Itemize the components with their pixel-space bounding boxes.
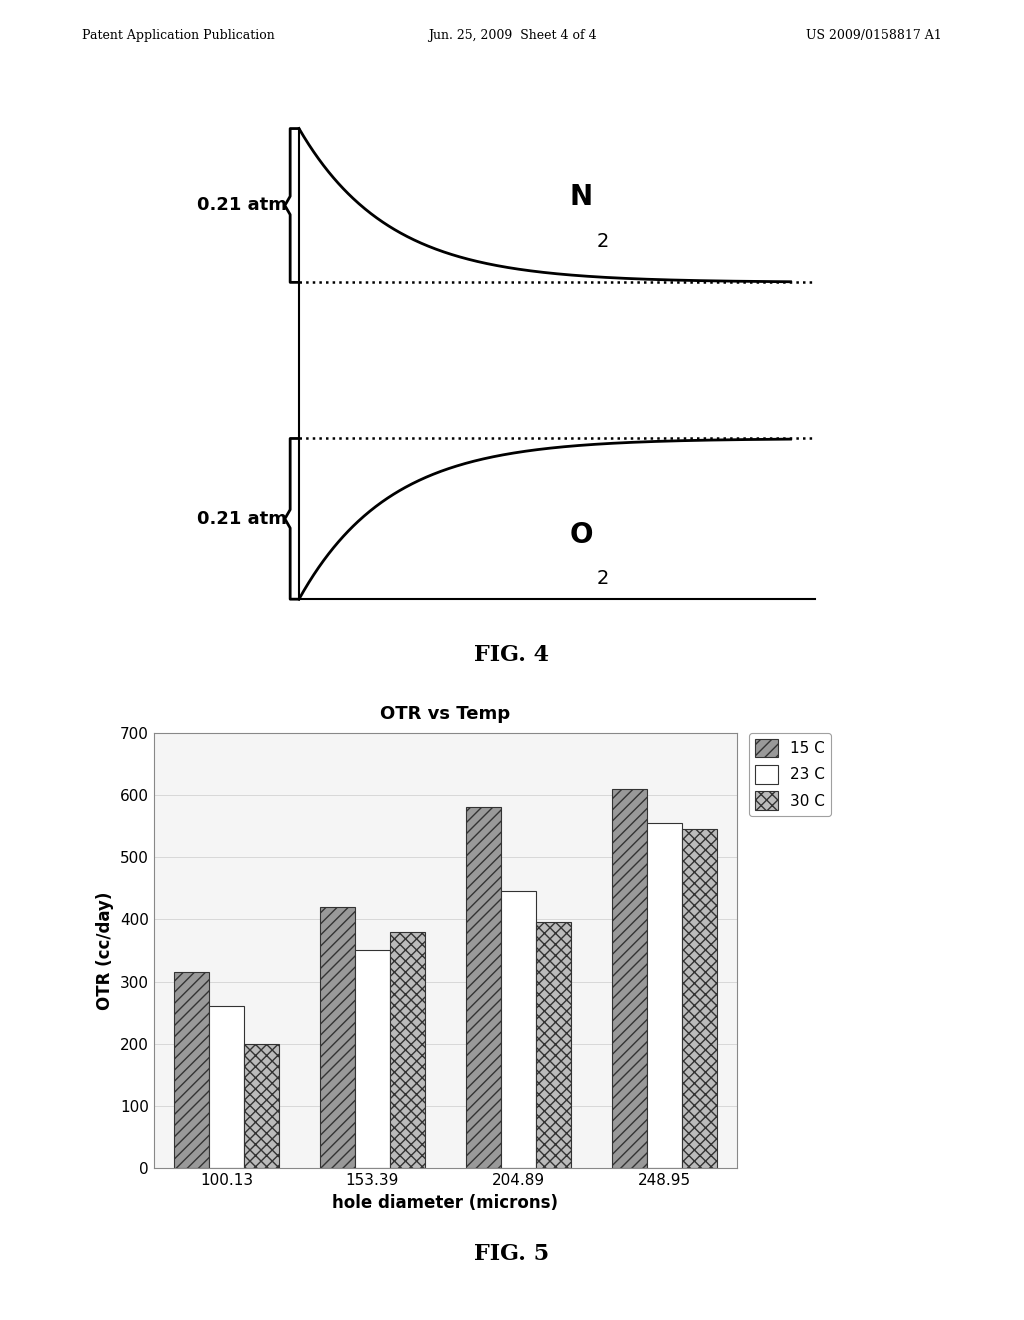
Y-axis label: OTR (cc/day): OTR (cc/day)	[96, 891, 115, 1010]
Text: N: N	[569, 183, 593, 211]
Text: US 2009/0158817 A1: US 2009/0158817 A1	[806, 29, 942, 42]
Text: 0.21 atm: 0.21 atm	[197, 510, 287, 528]
Bar	[390, 932, 425, 1168]
Bar	[209, 1006, 244, 1168]
Text: O: O	[569, 521, 593, 549]
Text: FIG. 4: FIG. 4	[474, 644, 550, 667]
Bar	[319, 907, 355, 1168]
Bar	[682, 829, 717, 1168]
Bar	[244, 1044, 280, 1168]
Bar	[647, 822, 682, 1168]
Text: Patent Application Publication: Patent Application Publication	[82, 29, 274, 42]
X-axis label: hole diameter (microns): hole diameter (microns)	[333, 1193, 558, 1212]
Legend: 15 C, 23 C, 30 C: 15 C, 23 C, 30 C	[749, 733, 831, 816]
Bar	[174, 972, 209, 1168]
Bar	[501, 891, 536, 1168]
Text: Jun. 25, 2009  Sheet 4 of 4: Jun. 25, 2009 Sheet 4 of 4	[428, 29, 596, 42]
Bar	[355, 950, 390, 1168]
Title: OTR vs Temp: OTR vs Temp	[380, 705, 511, 723]
Bar	[611, 788, 647, 1168]
Text: 2: 2	[596, 569, 608, 589]
Bar	[536, 923, 571, 1168]
Bar	[466, 808, 501, 1168]
Text: 2: 2	[596, 232, 608, 251]
Text: FIG. 5: FIG. 5	[474, 1243, 550, 1266]
Text: 0.21 atm: 0.21 atm	[197, 197, 287, 214]
